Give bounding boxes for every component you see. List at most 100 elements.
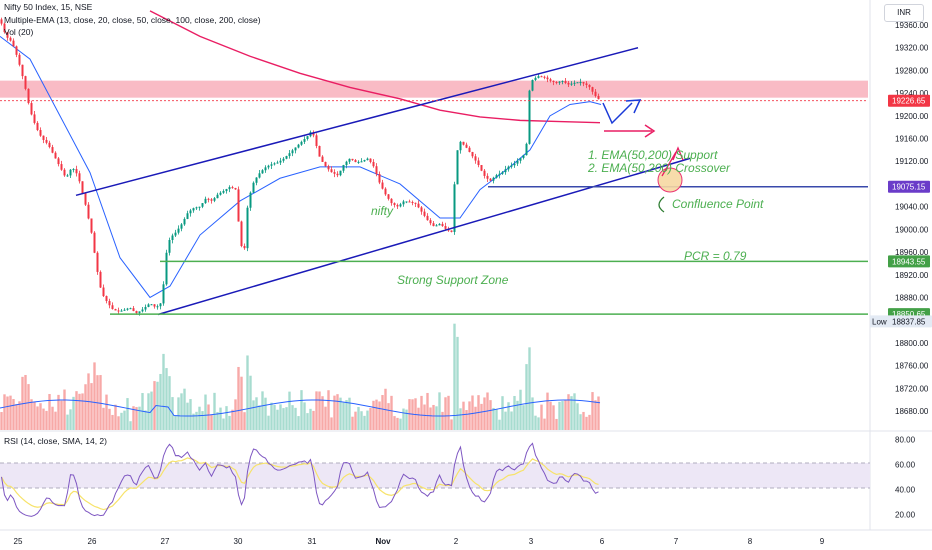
- candle-body: [96, 252, 99, 272]
- candle-body: [540, 76, 543, 78]
- candle-body: [105, 296, 108, 302]
- arrow-head-up-icon: [625, 99, 642, 114]
- candle-body: [552, 80, 555, 82]
- volume-bar: [420, 395, 423, 430]
- volume-bar: [435, 406, 438, 430]
- candle-body: [315, 135, 318, 146]
- volume-bar: [546, 392, 549, 430]
- resistance-zone[interactable]: [0, 80, 868, 98]
- price-label-box: [888, 255, 930, 268]
- candle-body: [183, 218, 186, 225]
- volume-bar: [531, 397, 534, 430]
- volume-bar: [138, 406, 141, 430]
- annotation-support-zone: Strong Support Zone: [397, 273, 509, 287]
- volume-bar: [366, 410, 369, 430]
- volume-bar: [495, 409, 498, 430]
- volume-bar: [213, 392, 216, 430]
- volume-bar: [30, 399, 33, 430]
- candle-body: [111, 305, 114, 310]
- volume-bar: [300, 390, 303, 430]
- volume-bar: [36, 406, 39, 430]
- volume-bar: [465, 410, 468, 430]
- candle-body: [468, 147, 471, 153]
- volume-bar: [183, 388, 186, 430]
- candle-body: [531, 80, 534, 91]
- time-tick-label: Nov: [375, 537, 391, 546]
- volume-bar: [342, 402, 345, 430]
- volume-bar: [576, 403, 579, 430]
- volume-bar: [162, 353, 165, 430]
- candle-body: [501, 172, 504, 174]
- candle-body: [498, 173, 501, 176]
- candle-body: [510, 165, 513, 167]
- volume-bar: [177, 397, 180, 430]
- price-tick-label: 19160.00: [895, 135, 929, 144]
- candle-body: [405, 201, 408, 203]
- ema-indicator-legend[interactable]: Multiple-EMA (13, close, 20, close, 50, …: [4, 15, 261, 25]
- price-tick-label: 19280.00: [895, 66, 929, 75]
- volume-bar: [567, 394, 570, 430]
- volume-bar: [396, 417, 399, 430]
- volume-bar: [243, 412, 246, 430]
- candle-body: [369, 158, 372, 162]
- volume-bar: [468, 401, 471, 430]
- time-tick-label: 8: [748, 537, 753, 546]
- volume-bar: [480, 403, 483, 430]
- symbol-title[interactable]: Nifty 50 Index, 15, NSE: [4, 2, 93, 12]
- price-tick-label: 18880.00: [895, 293, 929, 302]
- confluence-circle[interactable]: [657, 167, 683, 193]
- candle-body: [285, 156, 288, 159]
- volume-bar: [348, 397, 351, 430]
- volume-bar: [381, 395, 384, 430]
- volume-bar: [453, 323, 456, 430]
- candle-body: [471, 152, 474, 157]
- candle-body: [585, 83, 588, 85]
- volume-bar: [444, 397, 447, 430]
- candle-body: [138, 311, 141, 314]
- currency-button[interactable]: INR: [884, 4, 924, 22]
- volume-bar: [51, 406, 54, 430]
- candle-body: [87, 204, 90, 219]
- volume-bar: [108, 408, 111, 430]
- volume-bar: [93, 362, 96, 430]
- volume-bar: [234, 399, 237, 430]
- candle-body: [144, 306, 147, 310]
- volume-bar: [597, 396, 600, 430]
- candle-body: [564, 80, 567, 83]
- rsi-indicator-legend[interactable]: RSI (14, close, SMA, 14, 2): [4, 436, 107, 446]
- volume-bar: [582, 411, 585, 430]
- candle-body: [51, 147, 54, 153]
- volume-bar: [369, 408, 372, 430]
- price-tick-label: 18960.00: [895, 248, 929, 257]
- volume-bar: [90, 383, 93, 430]
- candle-body: [60, 164, 63, 170]
- volume-bar: [144, 410, 147, 430]
- volume-bar: [288, 391, 291, 430]
- candle-body: [18, 54, 21, 65]
- candle-body: [453, 184, 456, 232]
- volume-indicator-legend[interactable]: Vol (20): [4, 27, 34, 37]
- candle-body: [561, 80, 564, 82]
- volume-bar: [591, 392, 594, 430]
- candle-body: [423, 211, 426, 216]
- candle-body: [354, 160, 357, 163]
- volume-bar: [168, 376, 171, 430]
- volume-bar: [54, 411, 57, 430]
- volume-bar: [264, 397, 267, 430]
- candle-body: [456, 150, 459, 185]
- candle-body: [132, 308, 135, 311]
- volume-bar: [594, 400, 597, 430]
- volume-bar: [210, 414, 213, 430]
- candle-body: [312, 132, 315, 136]
- candle-body: [477, 160, 480, 166]
- volume-bar: [432, 404, 435, 430]
- volume-bar: [258, 405, 261, 430]
- volume-bar: [111, 414, 114, 430]
- volume-bar: [375, 399, 378, 430]
- rsi-sma-line: [0, 457, 599, 511]
- volume-bar: [0, 412, 3, 430]
- volume-bar: [276, 409, 279, 430]
- volume-bar: [306, 413, 309, 430]
- volume-bar: [201, 411, 204, 430]
